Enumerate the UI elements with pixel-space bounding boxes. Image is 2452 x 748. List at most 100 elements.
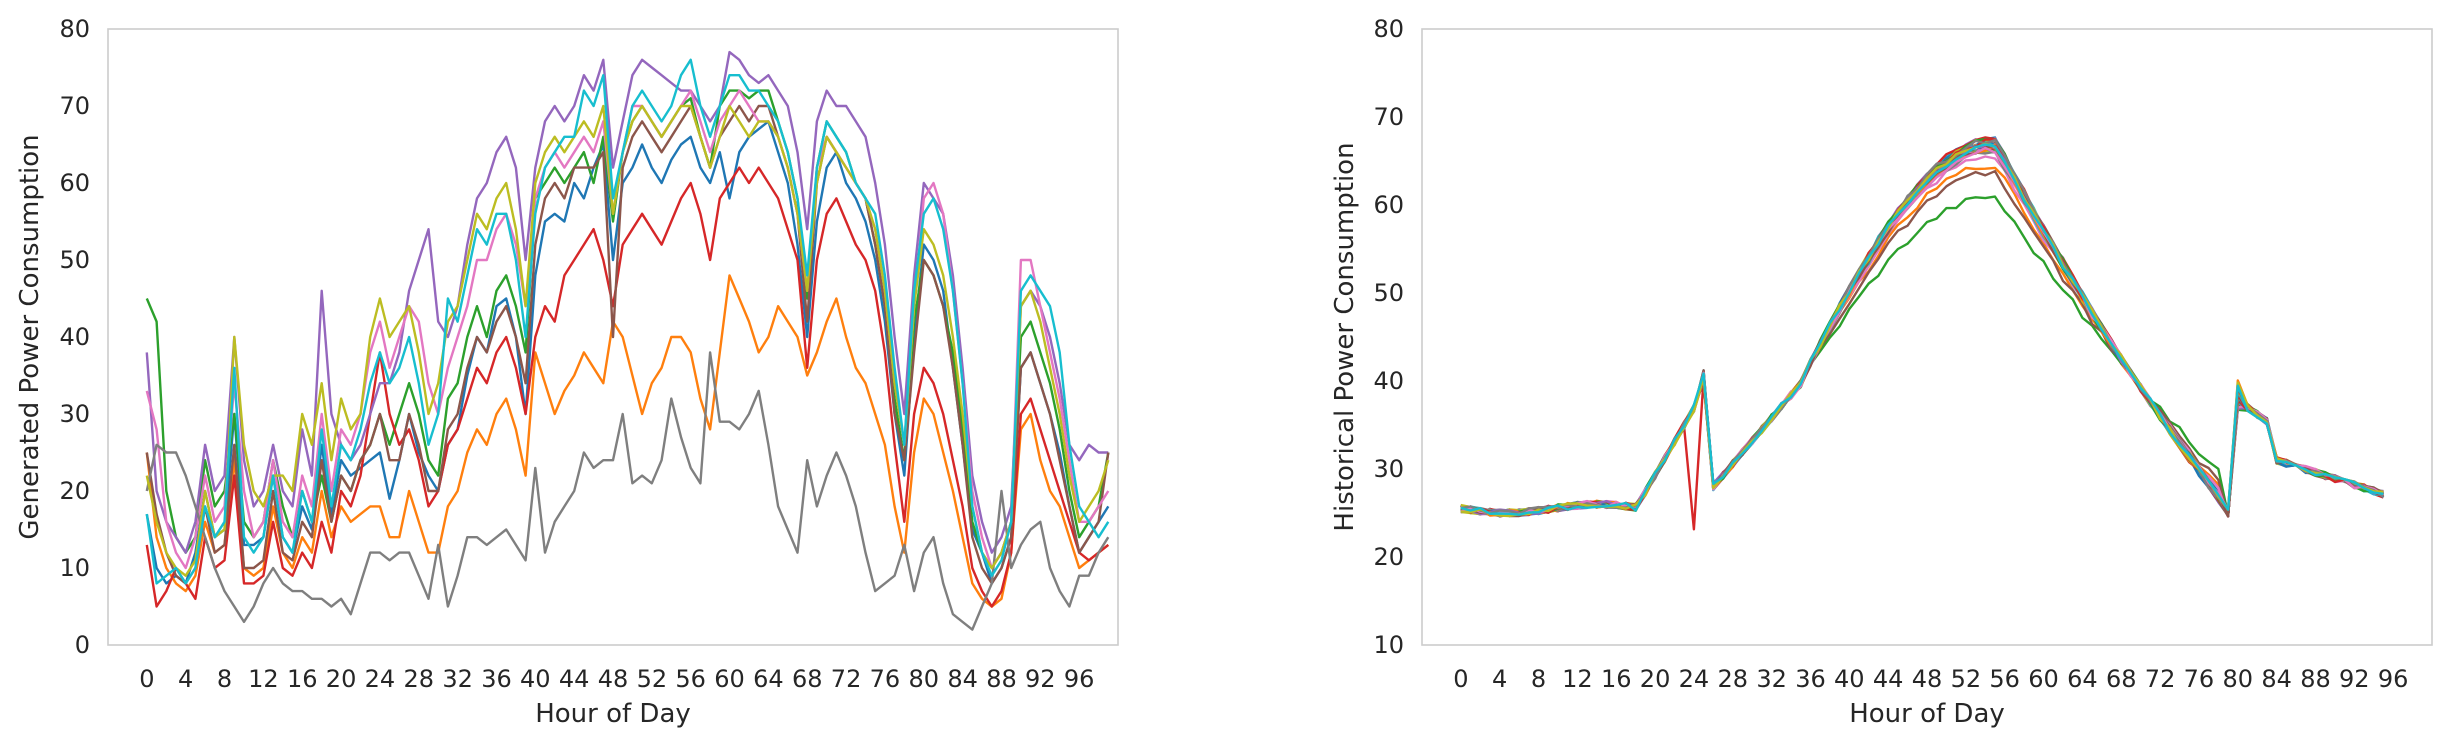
y-tick-label: 60 <box>59 169 90 197</box>
y-axis-label: Generated Power Consumption <box>15 134 45 539</box>
series-line <box>1460 147 2384 518</box>
series-line <box>1460 136 2384 517</box>
x-tick-label: 4 <box>178 665 193 693</box>
x-tick-label: 56 <box>675 665 706 693</box>
x-tick-label: 44 <box>559 665 590 693</box>
x-tick-label: 36 <box>481 665 512 693</box>
x-tick-label: 68 <box>792 665 823 693</box>
x-tick-label: 60 <box>2028 665 2059 693</box>
y-tick-label: 20 <box>1373 543 1404 571</box>
x-tick-label: 56 <box>1989 665 2020 693</box>
series-line <box>1460 137 2384 518</box>
x-tick-label: 96 <box>1064 665 1095 693</box>
x-tick-label: 16 <box>1601 665 1632 693</box>
x-tick-label: 36 <box>1795 665 1826 693</box>
x-tick-label: 40 <box>1834 665 1865 693</box>
x-tick-label: 8 <box>1531 665 1546 693</box>
y-tick-label: 30 <box>1373 455 1404 483</box>
y-tick-label: 80 <box>59 15 90 43</box>
x-tick-label: 20 <box>1640 665 1671 693</box>
y-tick-label: 10 <box>59 554 90 582</box>
x-tick-label: 84 <box>947 665 978 693</box>
y-tick-label: 40 <box>1373 367 1404 395</box>
series-line <box>1460 138 2384 518</box>
x-tick-label: 48 <box>598 665 629 693</box>
x-tick-label: 76 <box>870 665 901 693</box>
x-tick-label: 64 <box>2067 665 2098 693</box>
x-tick-labels: 0 4 8 12 16 20 24 28 32 36 40 44 48 52 56 60 64 68 72 76 80 8… <box>1453 665 2408 693</box>
y-tick-label: 10 <box>1373 631 1404 659</box>
x-tick-label: 0 <box>139 665 154 693</box>
x-tick-label: 92 <box>1025 665 1056 693</box>
x-tick-label: 92 <box>2339 665 2370 693</box>
series-line <box>145 351 1110 631</box>
y-tick-label: 70 <box>1373 103 1404 131</box>
x-tick-label: 52 <box>1951 665 1982 693</box>
series-line <box>1460 155 2384 517</box>
x-axis-label: Hour of Day <box>535 699 691 729</box>
series-line <box>1460 137 2384 518</box>
series-line <box>145 104 1110 577</box>
y-tick-labels: 10 20 30 40 50 60 70 80 <box>1373 15 1404 659</box>
x-tick-label: 64 <box>753 665 784 693</box>
y-tick-label: 70 <box>59 92 90 120</box>
plot-frame <box>107 28 1119 646</box>
series-line <box>145 104 1110 585</box>
x-tick-label: 12 <box>1562 665 1593 693</box>
series-line <box>1460 141 2384 518</box>
x-tick-label: 48 <box>1912 665 1943 693</box>
x-tick-label: 60 <box>714 665 745 693</box>
series-line <box>1460 138 2385 516</box>
x-tick-label: 96 <box>2378 665 2409 693</box>
y-tick-label: 20 <box>59 477 90 505</box>
x-tick-label: 80 <box>908 665 939 693</box>
x-tick-label: 68 <box>2106 665 2137 693</box>
x-tick-label: 8 <box>217 665 232 693</box>
x-tick-label: 28 <box>1717 665 1748 693</box>
y-tick-label: 80 <box>1373 15 1404 43</box>
series-line <box>1460 143 2384 516</box>
x-tick-label: 4 <box>1492 665 1507 693</box>
x-tick-label: 0 <box>1453 665 1468 693</box>
series-group <box>145 50 1110 631</box>
x-tick-label: 72 <box>2145 665 2176 693</box>
series-line <box>1460 147 2384 517</box>
x-tick-label: 12 <box>248 665 279 693</box>
x-tick-label: 32 <box>442 665 473 693</box>
y-tick-label: 60 <box>1373 191 1404 219</box>
x-tick-label: 88 <box>986 665 1017 693</box>
series-line <box>145 166 1110 608</box>
x-tick-label: 44 <box>1873 665 1904 693</box>
y-tick-label: 50 <box>1373 279 1404 307</box>
x-tick-label: 84 <box>2261 665 2292 693</box>
y-tick-labels: 0 10 20 30 40 50 60 70 80 <box>59 15 90 659</box>
series-line <box>1460 137 2385 517</box>
series-line <box>1460 166 2385 517</box>
x-tick-label: 24 <box>1679 665 1710 693</box>
series-line <box>1460 141 2385 517</box>
x-tick-label: 88 <box>2300 665 2331 693</box>
x-tick-label: 80 <box>2222 665 2253 693</box>
plot-frame <box>1421 28 2433 646</box>
x-tick-label: 20 <box>326 665 357 693</box>
x-tick-labels: 0 4 8 12 16 20 24 28 32 36 40 44 48 52 56 60 64 68 72 76 80 8… <box>139 665 1094 693</box>
series-line <box>145 89 1110 570</box>
x-tick-label: 40 <box>520 665 551 693</box>
x-tick-label: 76 <box>2184 665 2215 693</box>
series-line <box>1460 195 2384 517</box>
x-tick-label: 16 <box>287 665 318 693</box>
y-tick-label: 50 <box>59 246 90 274</box>
y-axis-label: Historical Power Consumption <box>1330 142 1360 531</box>
y-tick-label: 40 <box>59 323 90 351</box>
y-tick-label: 30 <box>59 400 90 428</box>
series-line <box>145 274 1110 608</box>
series-line <box>145 89 1110 570</box>
x-tick-label: 24 <box>365 665 396 693</box>
x-tick-label: 52 <box>637 665 668 693</box>
x-tick-label: 32 <box>1756 665 1787 693</box>
series-line <box>1460 169 2384 517</box>
x-tick-label: 72 <box>831 665 862 693</box>
